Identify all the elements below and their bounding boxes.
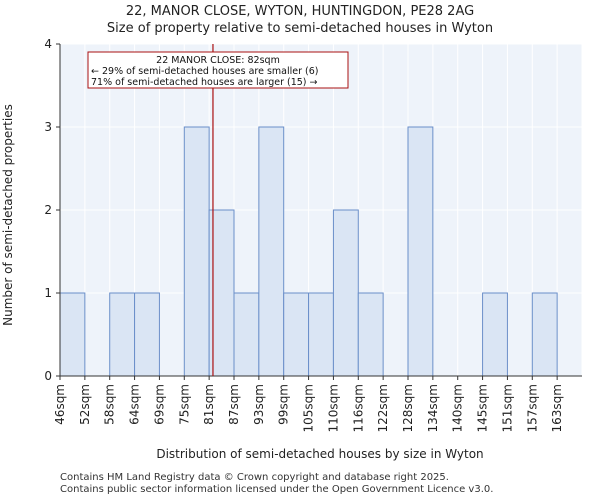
x-tick-label: 128sqm [401,384,415,432]
y-tick-label: 4 [44,37,52,51]
x-tick-label: 151sqm [500,384,514,432]
footer-line-1: Contains HM Land Registry data © Crown c… [60,472,449,483]
x-tick-label: 93sqm [252,384,266,425]
bar [59,292,86,377]
footer-line-2: Contains public sector information licen… [60,484,494,495]
bar [531,292,558,377]
x-axis-label: Distribution of semi-detached houses by … [156,447,483,461]
x-tick-label: 81sqm [202,384,216,425]
x-tick-label: 145sqm [476,384,490,432]
x-tick-label: 122sqm [376,384,390,432]
bar [233,292,260,377]
y-tick-label: 3 [44,120,52,134]
x-tick-label: 110sqm [326,384,340,432]
x-tick-label: 134sqm [426,384,440,432]
y-axis-label: Number of semi-detached properties [1,104,15,326]
bar [109,292,136,377]
x-tick-label: 64sqm [128,384,142,425]
annotation-line-3: 71% of semi-detached houses are larger (… [91,77,318,88]
x-tick-label: 87sqm [227,384,241,425]
x-tick-label: 69sqm [152,384,166,425]
bar [134,292,160,377]
x-tick-label: 58sqm [103,384,117,425]
x-tick-label: 46sqm [53,384,67,425]
bar [407,126,434,377]
bar [332,209,359,377]
bar [183,126,210,377]
x-tick-label: 116sqm [351,384,365,432]
y-tick-label: 0 [44,369,52,383]
x-tick-label: 52sqm [78,384,92,425]
y-tick-label: 1 [44,286,52,300]
bar [357,292,384,377]
y-tick-label: 2 [44,203,52,217]
annotation-line-1: 22 MANOR CLOSE: 82sqm [156,55,280,66]
x-tick-label: 99sqm [277,384,291,425]
bar [283,292,310,377]
annotation-line-2: ← 29% of semi-detached houses are smalle… [91,66,319,77]
bar [258,126,285,377]
bar [308,292,334,377]
bar-chart: 0 1 2 3 4 46sqm 52sqm 58sqm 64sqm 69sqm 75sqm 81sqm… [1,37,583,461]
bar [482,292,508,377]
x-tick-label: 140sqm [451,384,465,432]
x-tick-label: 157sqm [525,384,539,432]
x-tick-label: 163sqm [550,384,564,432]
annotation-box [87,51,349,89]
x-tick-label: 75sqm [177,384,191,425]
chart-subtitle: Size of property relative to semi-detach… [106,21,494,36]
chart-title: 22, MANOR CLOSE, WYTON, HUNTINGDON, PE28… [125,4,475,19]
x-tick-label: 105sqm [302,384,316,432]
